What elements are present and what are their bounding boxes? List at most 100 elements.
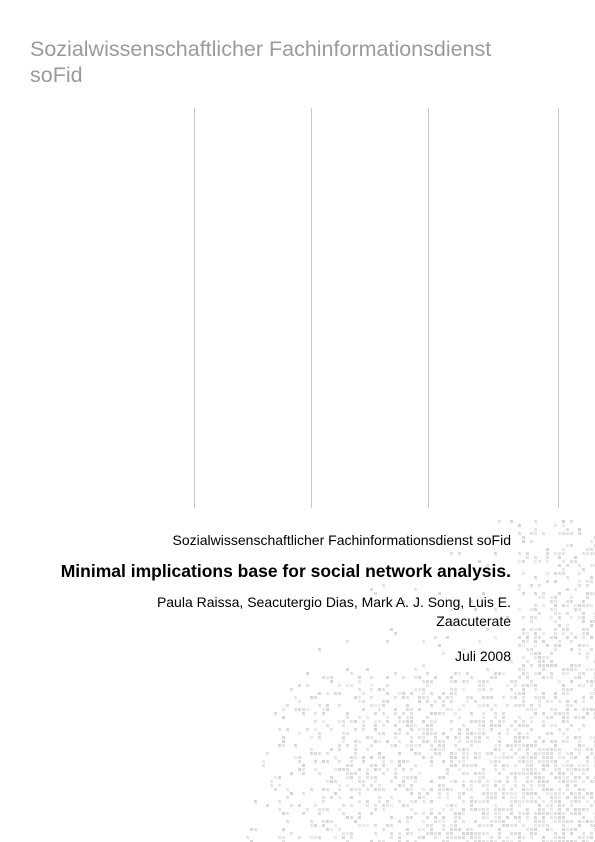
pattern-dot [586, 756, 589, 759]
pattern-dot [378, 720, 381, 723]
pattern-dot [482, 812, 485, 815]
pattern-dot [530, 832, 533, 835]
pattern-dot [498, 812, 501, 815]
pattern-dot [422, 836, 425, 839]
pattern-dot [578, 820, 581, 823]
pattern-dot [530, 540, 533, 543]
pattern-dot [278, 776, 281, 779]
publisher-name: Sozialwissenschaftlicher Fachinformation… [172, 532, 511, 548]
pattern-dot [550, 708, 553, 711]
pattern-dot [538, 784, 541, 787]
pattern-dot [530, 652, 533, 655]
pattern-dot [382, 764, 385, 767]
pattern-dot [534, 636, 537, 639]
pattern-dot [486, 788, 489, 791]
pattern-dot [530, 788, 533, 791]
pattern-dot [394, 768, 397, 771]
pattern-dot [478, 772, 481, 775]
pattern-dot [498, 744, 501, 747]
pattern-dot [426, 732, 429, 735]
pattern-dot [422, 688, 425, 691]
pattern-dot [274, 788, 277, 791]
pattern-dot [518, 804, 521, 807]
pattern-dot [554, 724, 557, 727]
pattern-dot [370, 688, 373, 691]
pattern-dot [534, 616, 537, 619]
pattern-dot [390, 796, 393, 799]
pattern-dot [470, 808, 473, 811]
pattern-dot [474, 740, 477, 743]
pattern-dot [538, 752, 541, 755]
pattern-dot [554, 812, 557, 815]
pattern-dot [358, 700, 361, 703]
pattern-dot [474, 736, 477, 739]
pattern-dot [366, 748, 369, 751]
pattern-dot [398, 764, 401, 767]
pattern-dot [534, 832, 537, 835]
pattern-dot [506, 808, 509, 811]
pattern-dot [530, 708, 533, 711]
pattern-dot [482, 720, 485, 723]
pattern-dot [414, 764, 417, 767]
pattern-dot [522, 664, 525, 667]
pattern-dot [542, 664, 545, 667]
pattern-dot [458, 768, 461, 771]
pattern-dot [554, 600, 557, 603]
pattern-dot [394, 776, 397, 779]
pattern-dot [430, 808, 433, 811]
pattern-dot [578, 796, 581, 799]
pattern-dot [558, 772, 561, 775]
pattern-dot [410, 748, 413, 751]
pattern-dot [430, 824, 433, 827]
pattern-dot [554, 596, 557, 599]
pattern-dot [418, 736, 421, 739]
pattern-dot [442, 760, 445, 763]
pattern-dot [362, 708, 365, 711]
pattern-dot [302, 812, 305, 815]
pattern-dot [382, 788, 385, 791]
pattern-dot [430, 692, 433, 695]
pattern-dot [554, 604, 557, 607]
pattern-dot [510, 812, 513, 815]
pattern-dot [398, 840, 401, 842]
pattern-dot [322, 760, 325, 763]
pattern-dot [446, 840, 449, 842]
pattern-dot [374, 804, 377, 807]
pattern-dot [542, 532, 545, 535]
pattern-dot [490, 752, 493, 755]
pattern-dot [450, 728, 453, 731]
pattern-dot [398, 740, 401, 743]
pattern-dot [318, 772, 321, 775]
pattern-dot [578, 744, 581, 747]
pattern-dot [562, 628, 565, 631]
pattern-dot [306, 684, 309, 687]
pattern-dot [582, 836, 585, 839]
pattern-dot [586, 836, 589, 839]
pattern-dot [510, 688, 513, 691]
pattern-dot [478, 776, 481, 779]
pattern-dot [542, 788, 545, 791]
pattern-dot [474, 752, 477, 755]
pattern-dot [398, 832, 401, 835]
pattern-dot [550, 652, 553, 655]
pattern-dot [370, 756, 373, 759]
pattern-dot [578, 716, 581, 719]
pattern-dot [562, 668, 565, 671]
pattern-dot [450, 832, 453, 835]
pattern-dot [410, 736, 413, 739]
pattern-dot [386, 640, 389, 643]
pattern-dot [482, 704, 485, 707]
pattern-dot [522, 720, 525, 723]
pattern-dot [550, 608, 553, 611]
pattern-dot [554, 748, 557, 751]
pattern-dot [338, 784, 341, 787]
pattern-dot [314, 752, 317, 755]
pattern-dot [478, 680, 481, 683]
pattern-dot [534, 824, 537, 827]
pattern-dot [494, 820, 497, 823]
pattern-dot [502, 788, 505, 791]
pattern-dot [550, 788, 553, 791]
pattern-dot [446, 836, 449, 839]
pattern-dot [450, 680, 453, 683]
pattern-dot [330, 680, 333, 683]
